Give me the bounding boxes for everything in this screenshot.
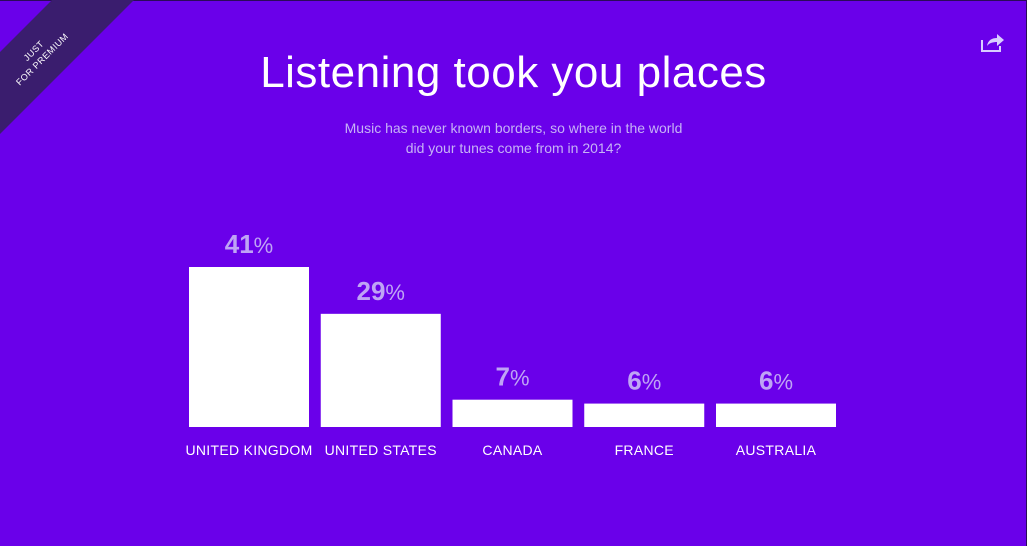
category-label: CANADA — [482, 442, 543, 458]
bar-australia — [716, 403, 836, 427]
category-label: AUSTRALIA — [736, 442, 817, 458]
data-label: 29% — [357, 276, 405, 306]
page-title: Listening took you places — [260, 48, 767, 97]
page-subtitle: Music has never known borders, so where … — [0, 118, 1027, 158]
subtitle-line2: did your tunes come from in 2014? — [405, 140, 622, 156]
bar-canada — [452, 399, 573, 427]
category-label: UNITED STATES — [325, 442, 437, 458]
bar-united-kingdom — [189, 267, 309, 427]
data-label: 7% — [495, 362, 529, 392]
data-label: 6% — [759, 366, 793, 396]
share-icon — [981, 34, 1004, 52]
category-label: UNITED KINGDOM — [185, 442, 312, 458]
data-label: 6% — [627, 366, 661, 396]
bar-france — [584, 403, 705, 427]
share-button[interactable] — [980, 31, 1006, 53]
subtitle-line1: Music has never known borders, so where … — [344, 120, 683, 136]
bar-united-states — [320, 313, 441, 427]
category-label: FRANCE — [615, 442, 674, 458]
data-label: 41% — [225, 229, 273, 259]
